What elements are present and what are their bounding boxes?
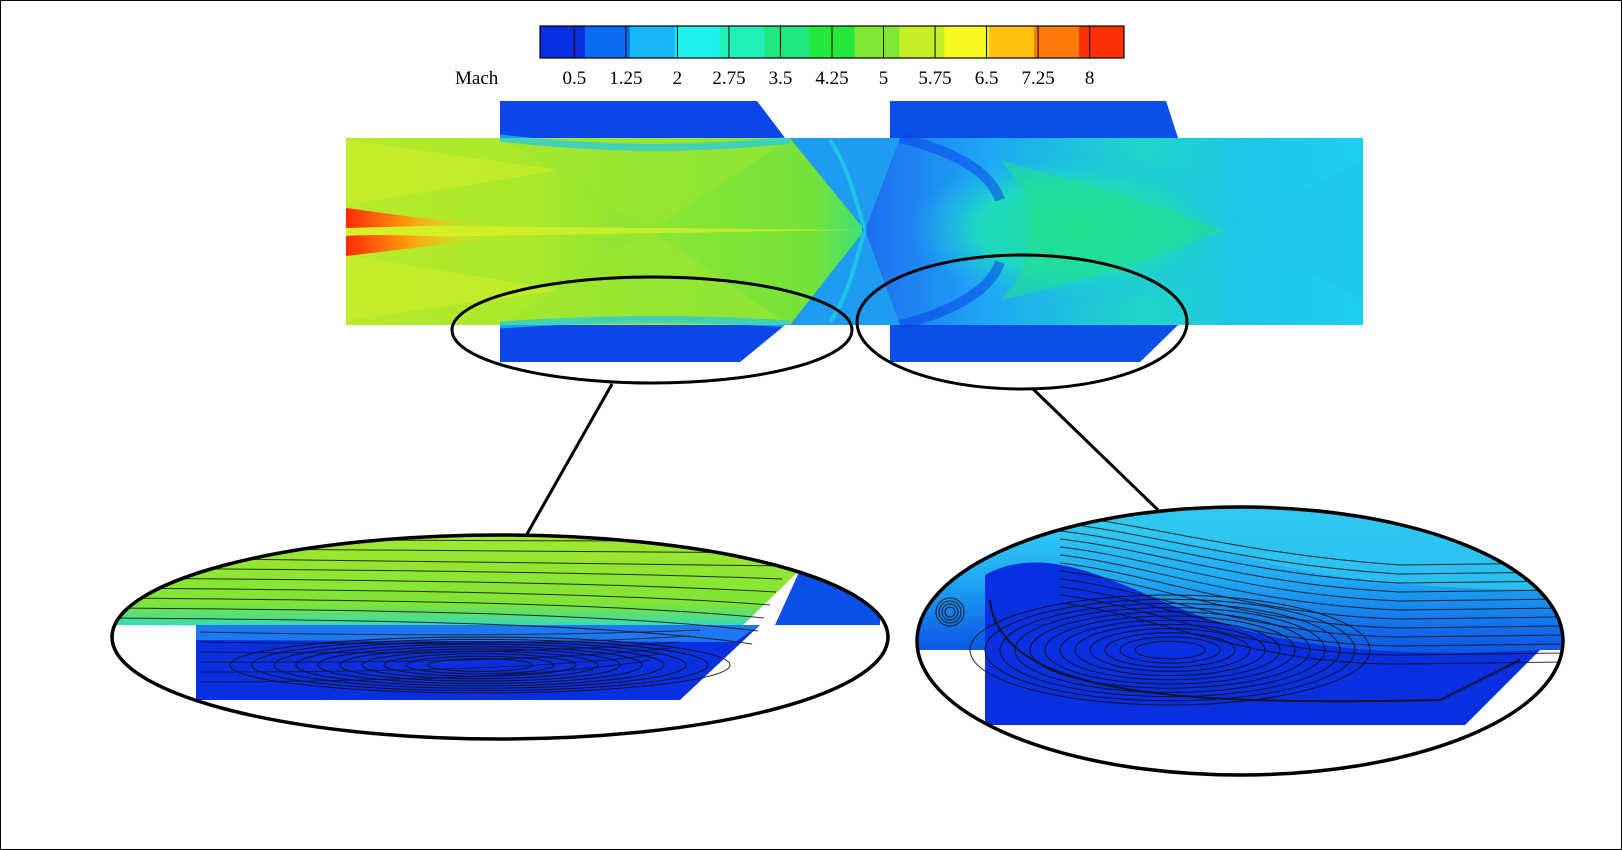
- colorbar-tick-label: 6.5: [975, 68, 999, 89]
- corner-vortex-streamline: [935, 597, 965, 627]
- recirculation-streamline: [969, 594, 1371, 706]
- lower-cavity-right: [890, 325, 1178, 362]
- cavity-streamline: [199, 641, 681, 654]
- streamline: [1059, 578, 1563, 638]
- recirculation-streamline: [1014, 607, 1326, 693]
- streamline: [1059, 586, 1563, 647]
- recirculation-streamline: [1044, 615, 1296, 685]
- colorbar-swatch: [674, 26, 721, 58]
- recirculation-streamline: [1059, 619, 1281, 681]
- lower-cavity-zoom: [915, 505, 1565, 777]
- recirculation-streamline: [383, 653, 577, 677]
- callout-connector-right: [1030, 386, 1160, 512]
- corner-vortex-streamline: [944, 606, 956, 618]
- colorbar-swatch: [584, 26, 631, 58]
- colorbar-swatch: [1079, 26, 1125, 58]
- colorbar-swatch: [989, 26, 1035, 58]
- colorbar-tick-label: 7.25: [1021, 68, 1054, 89]
- recirculation-streamline: [984, 598, 1356, 702]
- callout-connector-left: [525, 383, 614, 535]
- colorbar-swatch: [944, 26, 990, 58]
- shock-wedge-top: [346, 140, 560, 205]
- colorbar-swatch: [719, 26, 766, 58]
- colorbar-tick-label: 5: [879, 68, 889, 89]
- colorbar-swatch: [764, 26, 811, 58]
- colorbar-tick-label: 2.75: [712, 68, 745, 89]
- zoom-left-ellipse: [110, 533, 890, 741]
- streamline: [1059, 530, 1563, 584]
- callout-ellipse-right: [855, 253, 1189, 391]
- colorbar-tick-label: 8: [1085, 68, 1095, 89]
- recirculation-streamline: [1089, 628, 1251, 672]
- hot-jet-upper: [346, 208, 500, 228]
- recirculation-streamline: [273, 641, 687, 689]
- streamline: [1059, 522, 1563, 575]
- upper-cavity-left: [500, 101, 785, 138]
- recirculation-streamline: [317, 646, 643, 684]
- streamline: [1059, 554, 1563, 611]
- recirculation-streamline: [361, 650, 599, 680]
- cavity-streamline: [199, 647, 671, 663]
- colorbar-swatch: [540, 26, 586, 58]
- upper-cavity-right: [890, 101, 1178, 138]
- cavity-streamline: [199, 635, 691, 645]
- colorbar-tick-label: 2: [673, 68, 683, 89]
- zoom-left-freestream: [112, 535, 800, 628]
- cavity-streamline: [199, 653, 661, 673]
- centerline-jet: [346, 225, 860, 238]
- colorbar-title: Mach: [455, 68, 499, 89]
- streamline: [1059, 546, 1563, 602]
- colorbar-swatch: [1034, 26, 1080, 58]
- recirculation-streamline: [1119, 636, 1221, 664]
- recirculation-streamline: [999, 602, 1341, 698]
- streamline: [112, 607, 759, 632]
- callout-ellipse-left: [450, 275, 854, 385]
- colorbar-swatches: [540, 26, 1125, 58]
- hot-jet-lower: [346, 235, 500, 256]
- cavity-boundary-streamline: [989, 599, 1521, 703]
- streamline: [1059, 570, 1563, 629]
- recirculation-streamline: [405, 655, 555, 675]
- mach-colorbar: Mach 0.5 1.25 2 2.75 3.5 4.25 5 5.75 6.5 7.25 8: [455, 25, 1125, 89]
- recirculation-streamline: [1104, 632, 1236, 668]
- upper-cavity-zoom: [110, 533, 890, 741]
- streamline: [1059, 538, 1563, 593]
- mach-contour-domain: [346, 101, 1363, 362]
- compression-fan-top: [500, 138, 790, 230]
- streamline: [112, 587, 771, 606]
- shock-wedge-bottom: [346, 255, 560, 320]
- colorbar-tick-label: 0.5: [562, 68, 586, 89]
- cavity-streamline: [199, 659, 651, 683]
- lower-cavity-left: [500, 325, 800, 362]
- streamline: [112, 617, 753, 645]
- colorbar-swatch: [899, 26, 945, 58]
- colorbar-tick-label: 5.75: [918, 68, 951, 89]
- cavity-streamline: [199, 629, 701, 636]
- colorbar-tick-label: 4.25: [815, 68, 848, 89]
- streamline: [1059, 594, 1563, 656]
- corner-vortex-streamline: [938, 600, 962, 624]
- colorbar-tick-label: 1.25: [609, 68, 642, 89]
- recirculation-streamline: [1134, 640, 1206, 660]
- recirculation-streamline: [229, 636, 731, 694]
- corner-vortex-streamline: [941, 603, 959, 621]
- colorbar-tick-labels: 0.5 1.25 2 2.75 3.5 4.25 5 5.75 6.5 7.25 8: [562, 26, 1094, 89]
- streamline: [1059, 602, 1563, 665]
- zoom-right-ellipse: [915, 505, 1565, 777]
- streamline: [112, 597, 765, 619]
- zoom-callouts: [450, 253, 1189, 535]
- colorbar-swatch: [629, 26, 676, 58]
- streamline: [1059, 562, 1563, 620]
- throat-region: [790, 138, 900, 325]
- colorbar-tick-label: 3.5: [769, 68, 793, 89]
- recirculation-streamline: [295, 643, 665, 687]
- recirculation-streamline: [1074, 623, 1266, 677]
- streamline: [112, 577, 777, 593]
- zoom-right-streamlines: [935, 514, 1563, 706]
- colorbar-swatch: [854, 26, 900, 58]
